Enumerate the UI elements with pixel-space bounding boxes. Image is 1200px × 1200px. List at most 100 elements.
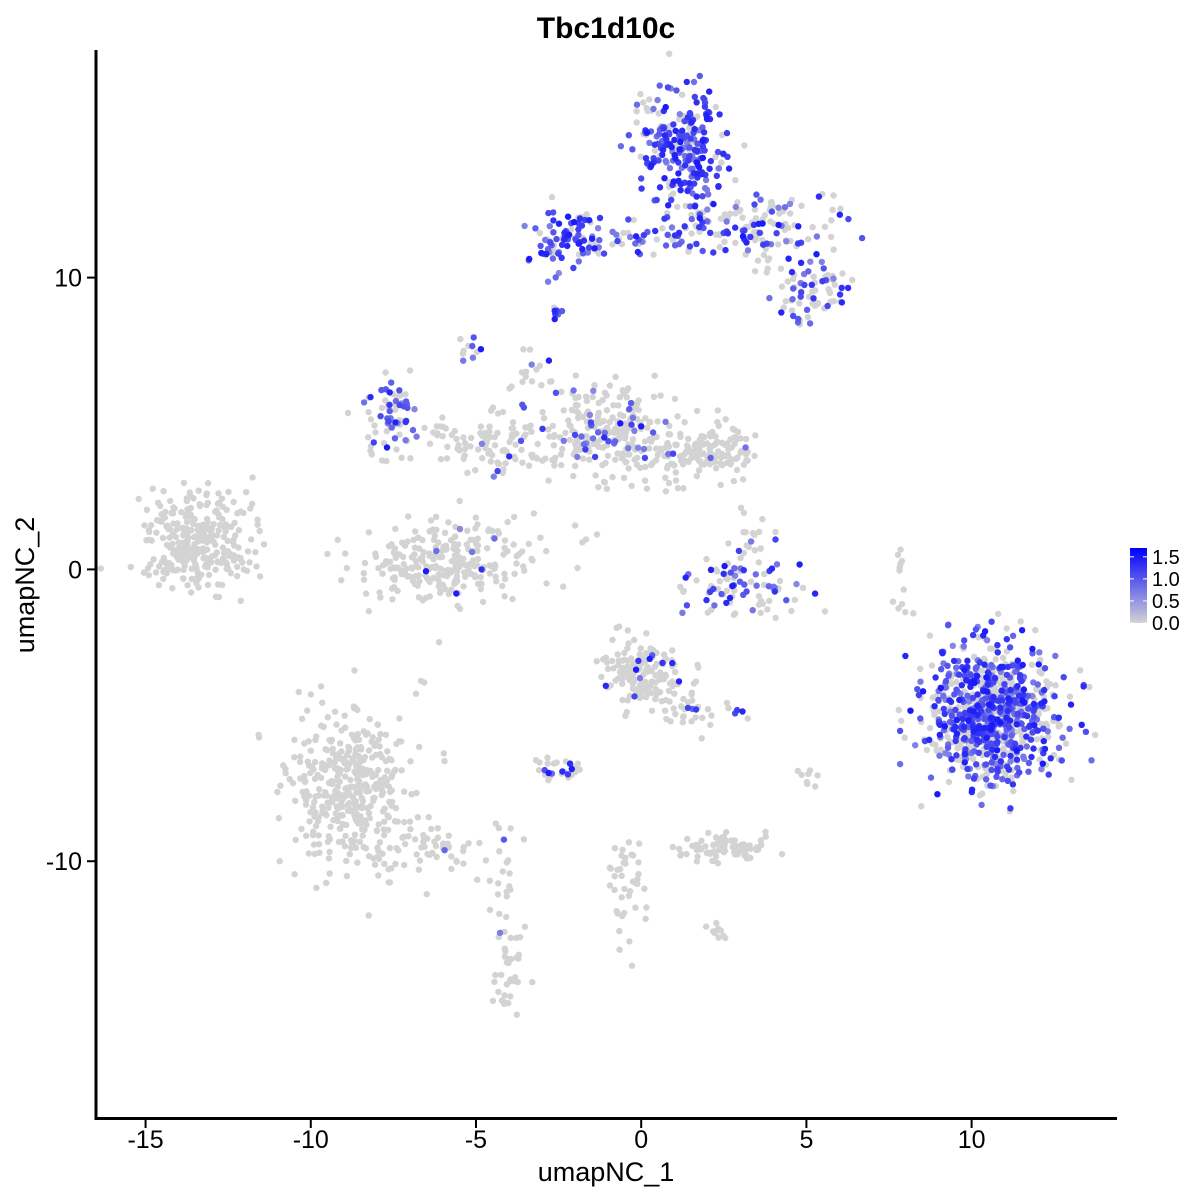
cell-point bbox=[674, 413, 681, 420]
cell-point bbox=[643, 485, 651, 492]
cell-point bbox=[641, 885, 648, 892]
cell-point bbox=[143, 537, 150, 544]
cell-point bbox=[304, 707, 311, 714]
cell-point bbox=[152, 569, 160, 576]
cell-point bbox=[208, 553, 216, 560]
cell-point bbox=[940, 692, 947, 700]
cell-point bbox=[334, 817, 341, 825]
cell-point bbox=[747, 538, 755, 545]
cell-point bbox=[953, 664, 960, 671]
cell-point bbox=[277, 782, 284, 789]
cell-point bbox=[609, 657, 616, 665]
cell-point bbox=[171, 550, 178, 558]
cell-point bbox=[426, 440, 434, 447]
cell-point bbox=[731, 565, 738, 572]
cell-point bbox=[174, 520, 181, 527]
cell-point bbox=[381, 805, 388, 812]
cell-point bbox=[344, 409, 352, 417]
cell-point bbox=[444, 840, 451, 847]
cell-point bbox=[760, 251, 768, 259]
cell-point bbox=[179, 524, 187, 532]
cell-point bbox=[359, 832, 366, 839]
cell-point bbox=[722, 246, 729, 254]
cell-point bbox=[646, 418, 653, 426]
cell-point bbox=[629, 436, 637, 443]
cell-point bbox=[729, 582, 736, 589]
cell-point bbox=[752, 571, 759, 578]
cell-point bbox=[961, 637, 968, 644]
cell-point bbox=[591, 382, 598, 389]
cell-point bbox=[743, 588, 750, 595]
cell-point bbox=[609, 241, 616, 248]
cell-point bbox=[740, 841, 747, 848]
cell-point bbox=[1047, 755, 1054, 762]
cell-point bbox=[926, 724, 934, 732]
cell-point bbox=[318, 722, 325, 729]
cell-point bbox=[183, 511, 190, 518]
cell-point bbox=[352, 746, 359, 753]
cell-point bbox=[225, 488, 232, 496]
cell-point bbox=[618, 872, 625, 879]
cell-point bbox=[222, 528, 229, 535]
cell-point bbox=[683, 602, 691, 609]
cell-point bbox=[509, 419, 517, 426]
cell-point bbox=[358, 794, 365, 802]
cell-point bbox=[317, 683, 325, 690]
cell-point bbox=[671, 668, 679, 676]
cell-point bbox=[915, 691, 923, 699]
cell-point bbox=[801, 281, 808, 289]
cell-point bbox=[723, 441, 731, 448]
cell-point bbox=[343, 564, 350, 572]
cell-point bbox=[997, 719, 1004, 726]
cell-point bbox=[636, 674, 644, 682]
cell-point bbox=[764, 257, 772, 264]
cell-point bbox=[1014, 683, 1021, 690]
cell-point bbox=[376, 839, 384, 846]
cell-point bbox=[422, 568, 430, 575]
cell-point bbox=[527, 422, 534, 429]
cell-point bbox=[720, 932, 727, 940]
cell-point bbox=[456, 525, 464, 533]
cell-point bbox=[312, 809, 319, 816]
cell-point bbox=[435, 639, 443, 646]
cell-point bbox=[994, 733, 1001, 740]
cell-point bbox=[553, 235, 560, 243]
cell-point bbox=[343, 766, 350, 773]
cell-point bbox=[752, 215, 760, 222]
cell-point bbox=[362, 731, 370, 738]
cell-point bbox=[1012, 699, 1019, 706]
cell-point bbox=[744, 715, 751, 722]
cell-point bbox=[374, 721, 381, 728]
cell-point bbox=[499, 408, 507, 416]
cell-point bbox=[454, 577, 461, 584]
cell-point bbox=[572, 394, 579, 402]
cell-point bbox=[635, 685, 642, 692]
cell-point bbox=[513, 430, 520, 437]
cell-point bbox=[327, 823, 334, 830]
cell-point bbox=[297, 775, 304, 782]
cell-point bbox=[415, 545, 423, 552]
cell-point bbox=[917, 665, 924, 672]
cell-point bbox=[790, 312, 797, 320]
cell-point bbox=[375, 872, 382, 879]
cell-point bbox=[606, 864, 614, 871]
cell-point bbox=[498, 997, 506, 1004]
cell-point bbox=[679, 127, 686, 134]
cell-point bbox=[438, 553, 446, 561]
cell-point bbox=[589, 435, 597, 442]
cell-point bbox=[964, 765, 971, 773]
cell-point bbox=[566, 760, 574, 767]
cell-point bbox=[505, 857, 512, 864]
cell-point bbox=[546, 223, 553, 230]
cell-point bbox=[1023, 712, 1031, 720]
cell-point bbox=[195, 575, 202, 583]
cell-point bbox=[164, 566, 171, 573]
cell-point bbox=[994, 765, 1001, 773]
cell-point bbox=[829, 206, 836, 213]
cell-point bbox=[334, 783, 341, 791]
cell-point bbox=[474, 521, 481, 528]
cell-point bbox=[830, 246, 837, 253]
cell-point bbox=[650, 105, 657, 113]
cell-point bbox=[407, 826, 414, 833]
cell-point bbox=[97, 565, 105, 572]
